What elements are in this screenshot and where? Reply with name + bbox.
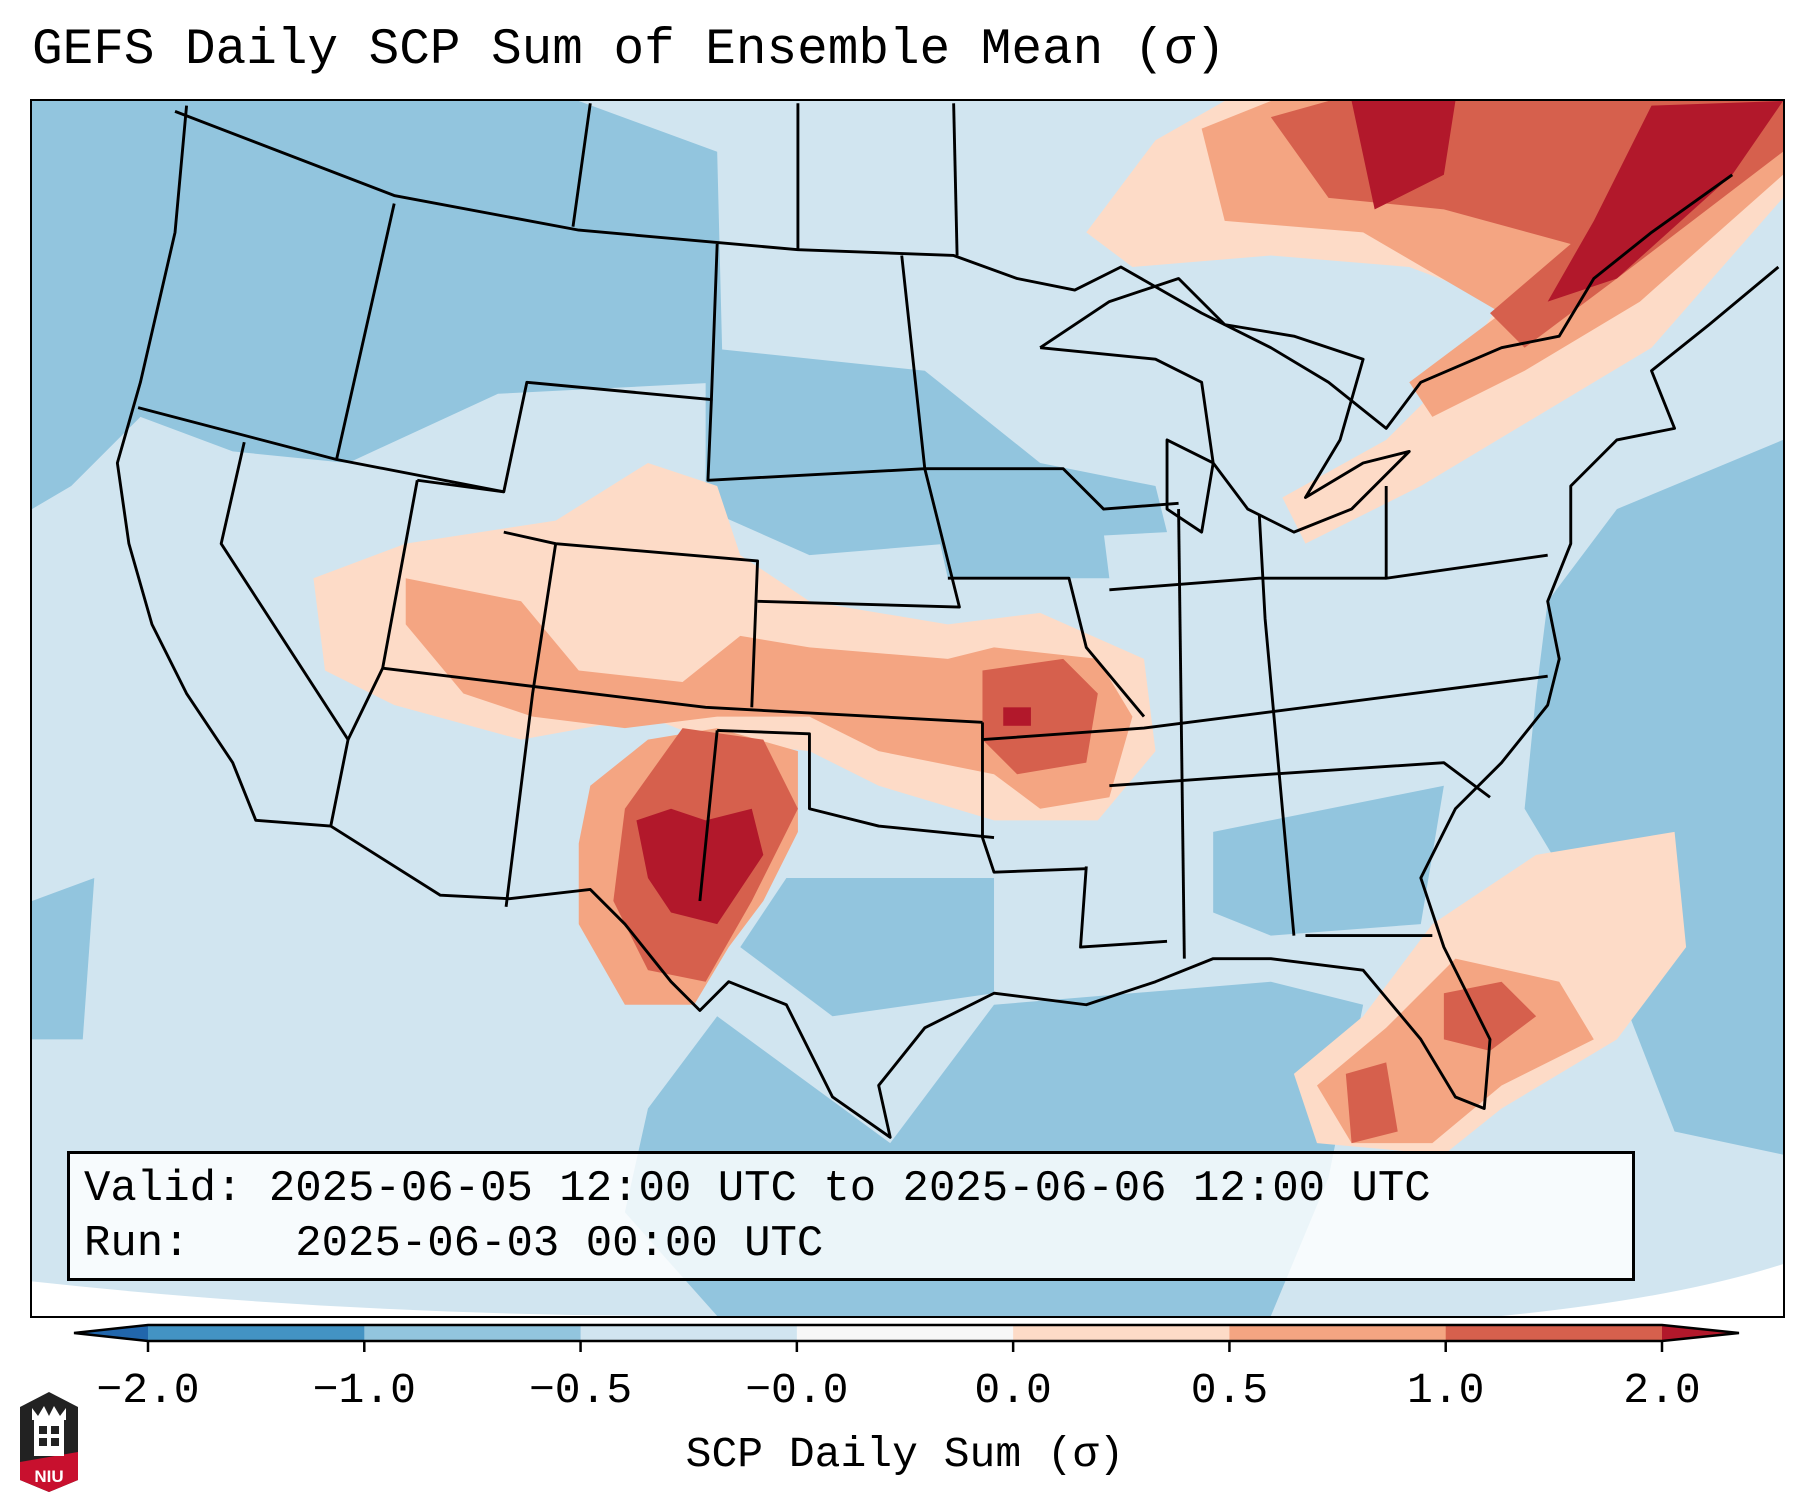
state-line: [1109, 576, 1387, 592]
colorbar-tick-label: 1.0: [1406, 1366, 1485, 1415]
colorbar-tick-label: −1.0: [312, 1366, 416, 1415]
plains-medium: [405, 578, 1133, 809]
colorbar-segment: [1229, 1325, 1447, 1341]
state-line: [1257, 514, 1296, 936]
state-line: [1109, 761, 1491, 799]
canada-border: [174, 110, 1734, 430]
svg-text:NIU: NIU: [34, 1467, 63, 1486]
great-lakes: [1039, 277, 1411, 534]
colorbar-extend-high: [1662, 1325, 1739, 1341]
run-label: Run:: [84, 1219, 190, 1269]
iowa-region: [924, 474, 1110, 579]
chart-title: GEFS Daily SCP Sum of Ensemble Mean (σ): [32, 22, 1226, 79]
colorbar-tick-label: 0.5: [1190, 1366, 1269, 1415]
florida-strong: [1345, 981, 1537, 1144]
state-line: [219, 441, 350, 827]
coastline: [115, 105, 1780, 1139]
kansas-oklahoma-strong: [982, 658, 1098, 775]
texas-nm-extreme: [636, 808, 764, 925]
scp-map: [32, 101, 1783, 1316]
state-line: [947, 576, 1146, 718]
outside-domain-white-right: [1501, 1264, 1783, 1316]
state-line: [335, 203, 396, 460]
colorbar-segment: [1013, 1325, 1230, 1341]
colorbar-tick-label: 2.0: [1623, 1366, 1701, 1415]
state-line: [417, 243, 719, 494]
state-line: [717, 728, 995, 840]
atlantic-region: [1524, 439, 1783, 1155]
south-texas-region: [740, 877, 995, 1017]
pacific-nw-region: [32, 101, 723, 510]
boundaries: [115, 103, 1780, 1139]
colorbar-label: SCP Daily Sum (σ): [685, 1430, 1125, 1479]
state-line: [382, 666, 983, 724]
kansas-extreme: [1003, 707, 1031, 726]
state-line: [571, 103, 592, 227]
state-line: [982, 674, 1548, 742]
state-line: [952, 103, 959, 256]
colorbar-tick-label: 0.0: [974, 1366, 1052, 1415]
colorbar-tick-label: −0.0: [745, 1366, 849, 1415]
southeast-region: [1213, 785, 1444, 936]
valid-run-info-box: Valid: 2025-06-05 12:00 UTC to 2025-06-0…: [67, 1151, 1635, 1281]
valid-time-range: 2025-06-05 12:00 UTC to 2025-06-06 12:00…: [268, 1164, 1431, 1214]
state-line: [1079, 866, 1168, 949]
colorbar-segment: [580, 1325, 798, 1341]
state-line: [981, 722, 1087, 874]
state-line: [698, 730, 719, 902]
state-line: [503, 530, 759, 708]
outside-domain-white: [32, 1281, 695, 1316]
run-time: 2025-06-03 00:00 UTC: [295, 1219, 824, 1269]
colorbar-extend-low: [74, 1325, 148, 1341]
colorbar-tick-label: −2.0: [96, 1366, 200, 1415]
state-line: [504, 543, 558, 907]
colorbar-segment: [796, 1325, 1014, 1341]
niu-logo: NIU: [20, 1392, 78, 1492]
state-line: [900, 255, 1179, 511]
colorbar-segment: [1445, 1325, 1663, 1341]
quebec-extreme: [1351, 101, 1783, 302]
colorbar-tick-label: −0.5: [528, 1366, 633, 1415]
pacific-west-region: [32, 877, 95, 1040]
map-panel: [30, 99, 1785, 1318]
colorbar-outline: [73, 1323, 1740, 1343]
valid-label: Valid:: [84, 1164, 243, 1214]
colorbar-segment: [148, 1325, 365, 1341]
colorbar-segment: [364, 1325, 582, 1341]
colorbar: [73, 1323, 1740, 1352]
anomaly-positive-regions: [313, 101, 1783, 1155]
